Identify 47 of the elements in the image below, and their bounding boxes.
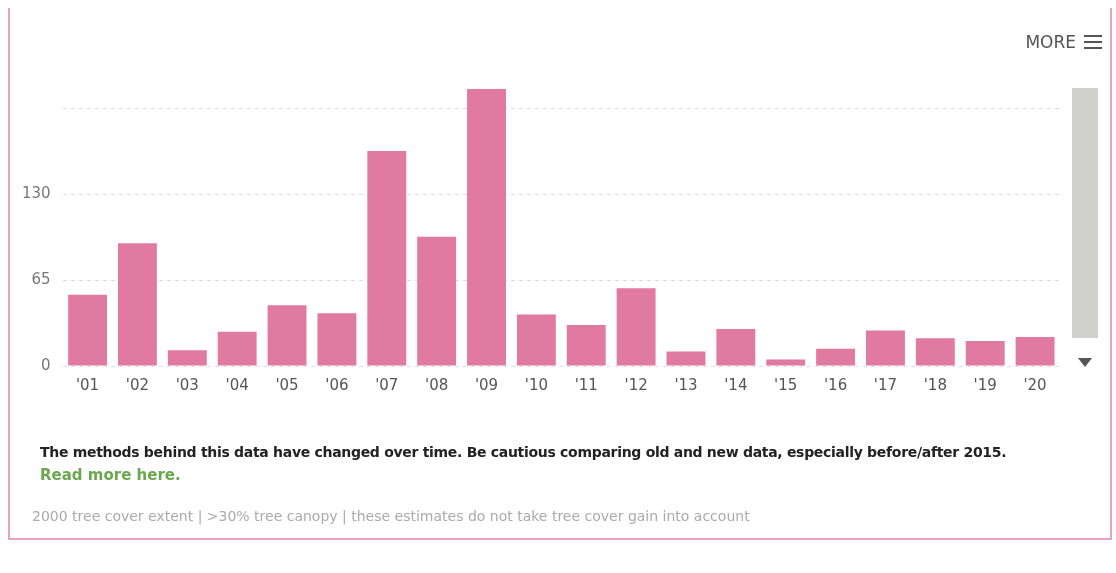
bar xyxy=(915,338,955,366)
x-tick-label: '19 xyxy=(973,375,997,394)
x-tick-label: '07 xyxy=(375,375,399,394)
x-tick-label: '02 xyxy=(125,375,150,394)
bar xyxy=(167,350,207,366)
x-tick-label: '05 xyxy=(275,375,299,394)
x-tick-label: '10 xyxy=(524,375,548,394)
bar xyxy=(566,325,606,366)
bar xyxy=(367,151,407,366)
bar xyxy=(267,305,307,366)
x-tick-label: '16 xyxy=(823,375,848,394)
bar xyxy=(965,340,1005,366)
bar xyxy=(516,314,556,366)
bar xyxy=(666,351,706,366)
bar xyxy=(866,330,905,366)
x-tick-label: '18 xyxy=(923,375,947,394)
bar xyxy=(467,89,506,366)
x-tick-label: '15 xyxy=(774,375,798,394)
text: MORE xyxy=(1025,32,1076,52)
bar xyxy=(716,329,756,366)
bar xyxy=(417,236,457,366)
x-tick-label: '04 xyxy=(225,375,249,394)
x-tick-label: '01 xyxy=(75,375,100,394)
bar xyxy=(766,359,806,366)
text: Read more here. xyxy=(40,466,182,484)
y-tick-label: 130 xyxy=(21,184,51,203)
x-tick-label: '11 xyxy=(574,375,598,394)
bar xyxy=(816,348,856,366)
x-tick-label: '06 xyxy=(325,375,349,394)
x-tick-label: '08 xyxy=(425,375,449,394)
x-tick-label: '12 xyxy=(624,375,648,394)
bar xyxy=(1015,336,1055,366)
text: The methods behind this data have changed over time. Be cautious comparing old and new data, especially before/after 2015. xyxy=(40,444,1008,460)
bar xyxy=(117,243,157,366)
bar xyxy=(317,313,357,366)
y-tick-label: 65 xyxy=(31,270,51,289)
x-tick-label: '17 xyxy=(873,375,898,394)
x-tick-label: '03 xyxy=(175,375,199,394)
x-tick-label: '13 xyxy=(674,375,698,394)
x-tick-label: '14 xyxy=(724,375,748,394)
bar xyxy=(616,288,656,366)
bar xyxy=(68,294,108,366)
x-tick-label: '20 xyxy=(1023,375,1047,394)
bar xyxy=(217,331,257,366)
y-tick-label: 0 xyxy=(41,355,51,374)
text: 2000 tree cover extent | >30% tree canopy | these estimates do not take tree cover gain into account xyxy=(32,508,751,524)
x-tick-label: '09 xyxy=(474,375,499,394)
